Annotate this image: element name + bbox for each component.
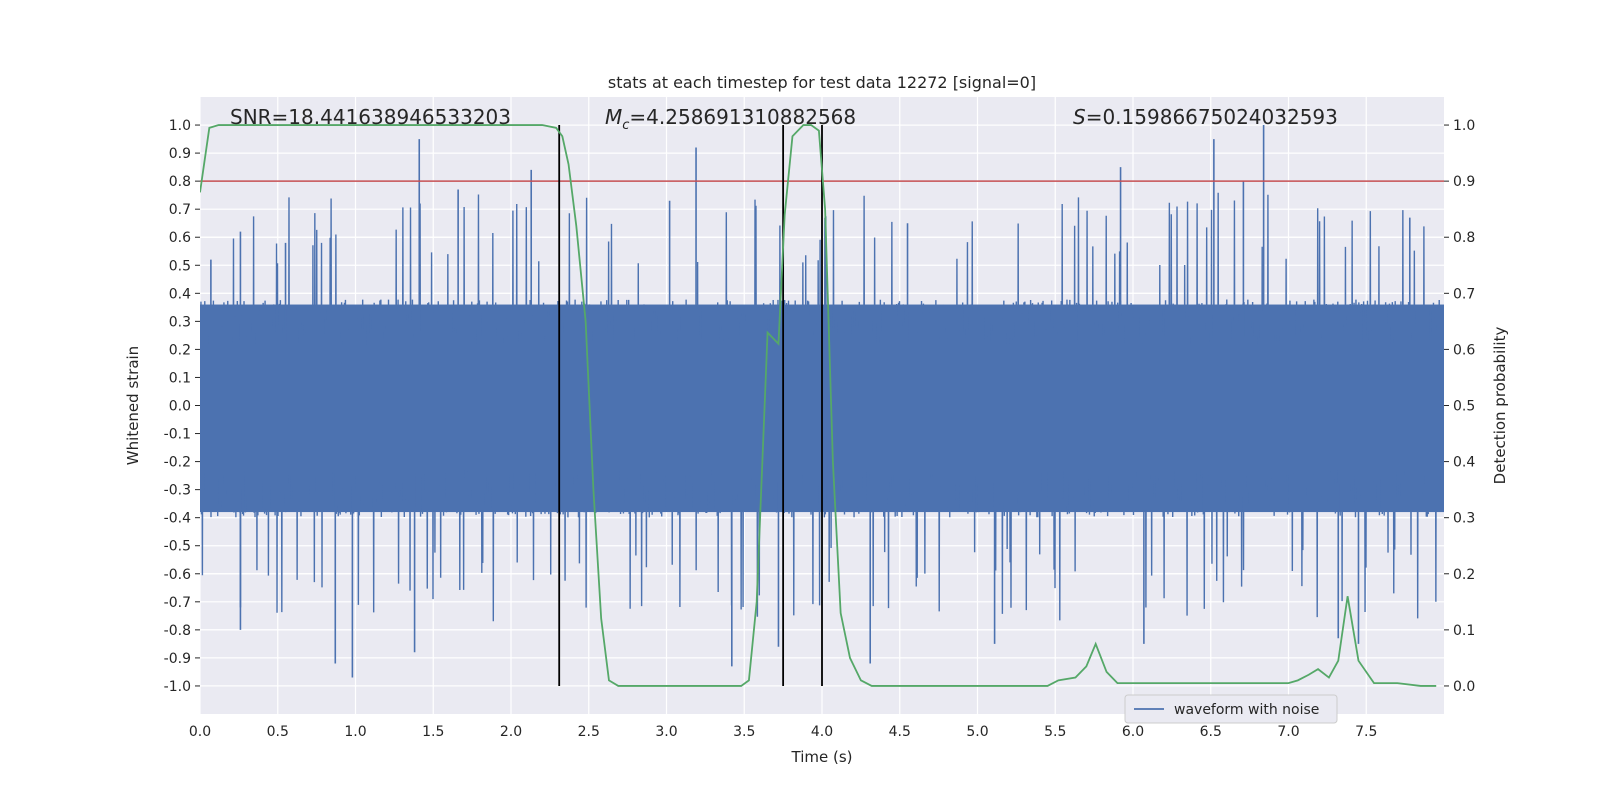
y2-tick-label: 0.6 (1453, 342, 1475, 358)
y-tick-label: 0.0 (169, 399, 191, 415)
probability-line (200, 124, 1437, 687)
y-tick-label: 0.9 (169, 146, 191, 162)
chart-title: stats at each timestep for test data 122… (608, 73, 1036, 92)
y2-tick-label: 0.5 (1453, 399, 1475, 415)
mc-value: =4.258691310882568 (629, 105, 856, 129)
x-tick-label: 0.5 (267, 724, 289, 740)
y-tick-label: 0.3 (169, 314, 191, 330)
y-tick-label: 0.8 (169, 174, 191, 190)
y-tick-label: -0.6 (164, 567, 191, 583)
x-tick-label: 6.5 (1200, 724, 1222, 740)
x-tick-label: 2.0 (500, 724, 522, 740)
y-tick-label: 0.6 (169, 230, 191, 246)
legend-label: waveform with noise (1174, 702, 1319, 718)
y-tick-label: -0.7 (164, 595, 191, 611)
y-tick-label: 0.2 (169, 342, 191, 358)
y2-tick-label: 0.3 (1453, 511, 1475, 527)
x-tick-label: 2.5 (578, 724, 600, 740)
y2-tick-label: 0.8 (1453, 230, 1475, 246)
y2-axis-ticks: 1.0 0.9 0.8 0.7 0.6 0.5 0.4 0.3 0.2 0.1 0.0 (1444, 118, 1475, 695)
y-tick-label: 0.7 (169, 202, 191, 218)
y-tick-label: 0.1 (169, 370, 191, 386)
x-tick-label: 6.0 (1122, 724, 1144, 740)
y-tick-label: -0.5 (164, 539, 191, 555)
s-value: =0.15986675024032593 (1086, 105, 1338, 129)
mc-subscript: c (622, 118, 629, 133)
y-tick-label: 0.5 (169, 258, 191, 274)
x-axis-ticks: 0.0 0.5 1.0 1.5 2.0 2.5 3.0 3.5 4.0 4.5 5.0 5.5 6.0 6… (189, 724, 1378, 740)
x-tick-label: 1.5 (422, 724, 444, 740)
y2-tick-label: 1.0 (1453, 118, 1475, 134)
y-tick-label: -0.3 (164, 483, 191, 499)
y2-tick-label: 0.1 (1453, 623, 1475, 639)
x-tick-label: 7.0 (1277, 724, 1299, 740)
y-tick-label: -0.2 (164, 455, 191, 471)
x-tick-label: 4.0 (811, 724, 833, 740)
y-tick-label: -0.8 (164, 623, 191, 639)
y-tick-label: -0.1 (164, 427, 191, 443)
y-tick-label: 0.4 (169, 286, 191, 302)
y2-tick-label: 0.2 (1453, 567, 1475, 583)
x-tick-label: 1.0 (344, 724, 366, 740)
y2-tick-label: 0.0 (1453, 679, 1475, 695)
x-tick-label: 3.5 (733, 724, 755, 740)
y2-axis-label: Detection probability (1491, 327, 1509, 485)
snr-annotation: SNR=18.441638946533203 (230, 105, 511, 129)
s-annotation: S=0.15986675024032593 (1073, 105, 1338, 129)
x-tick-label: 5.0 (966, 724, 988, 740)
x-tick-label: 3.0 (655, 724, 677, 740)
probability-series (200, 124, 1437, 687)
y-axis-ticks: 1.0 0.9 0.8 0.7 0.6 0.5 0.4 0.3 0.2 0.1 0.0 -0.1 -0.… (164, 118, 200, 695)
x-tick-label: 5.5 (1044, 724, 1066, 740)
legend: waveform with noise (1124, 694, 1338, 724)
y-tick-label: -1.0 (164, 679, 191, 695)
x-tick-label: 0.0 (189, 724, 211, 740)
marker-lines (558, 125, 823, 686)
x-tick-label: 7.5 (1355, 724, 1377, 740)
s-symbol: S (1073, 105, 1086, 129)
y-tick-label: 1.0 (169, 118, 191, 134)
y-tick-label: -0.4 (164, 511, 191, 527)
y-axis-label: Whitened strain (124, 346, 142, 465)
x-tick-label: 4.5 (889, 724, 911, 740)
legend-box (1124, 694, 1338, 724)
y-tick-label: -0.9 (164, 651, 191, 667)
y2-tick-label: 0.7 (1453, 286, 1475, 302)
x-axis-label: Time (s) (791, 748, 853, 766)
chirp-mass-annotation: Mc=4.258691310882568 (605, 105, 856, 133)
y2-tick-label: 0.9 (1453, 174, 1475, 190)
mc-symbol: M (605, 105, 622, 129)
y2-tick-label: 0.4 (1453, 455, 1475, 471)
